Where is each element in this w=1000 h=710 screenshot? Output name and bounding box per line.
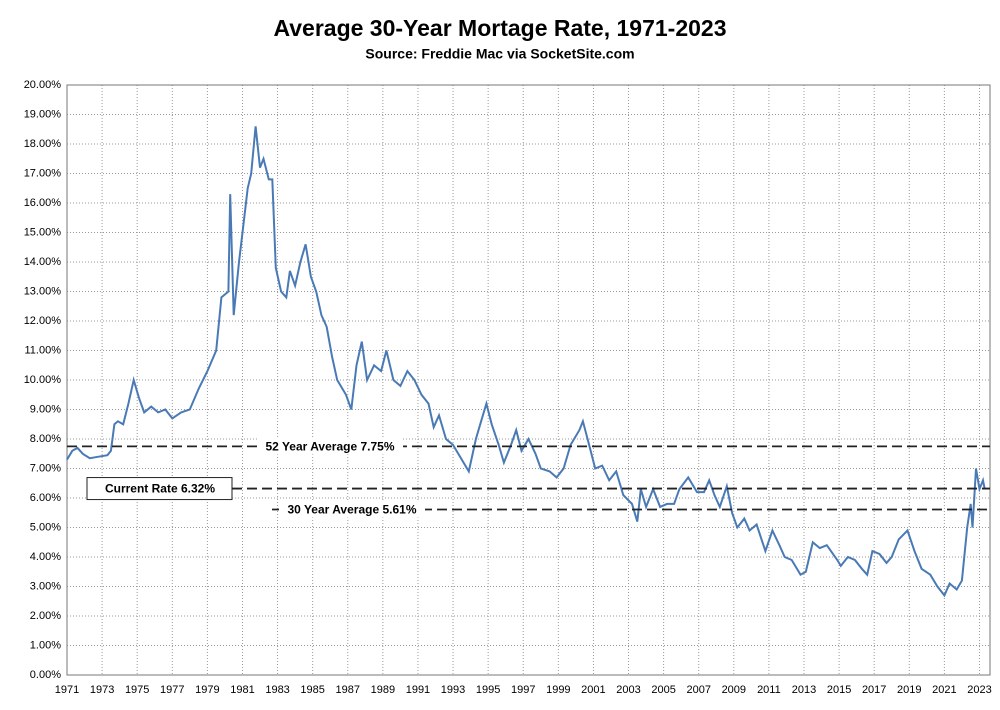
y-tick-label: 6.00% (30, 492, 61, 504)
x-tick-label: 1995 (476, 684, 500, 696)
reference-label: 52 Year Average 7.75% (266, 440, 395, 454)
x-tick-label: 2005 (651, 684, 675, 696)
y-tick-label: 8.00% (30, 433, 61, 445)
y-tick-label: 5.00% (30, 521, 61, 533)
x-tick-label: 1991 (406, 684, 430, 696)
label-box (86, 477, 233, 501)
y-tick-label: 13.00% (24, 285, 62, 297)
y-tick-label: 1.00% (30, 639, 61, 651)
x-tick-label: 2003 (616, 684, 640, 696)
label-bg (257, 438, 403, 455)
x-tick-label: 2001 (581, 684, 605, 696)
y-tick-label: 12.00% (24, 315, 62, 327)
x-tick-label: 1989 (371, 684, 395, 696)
y-tick-label: 17.00% (24, 167, 62, 179)
x-tick-label: 1977 (160, 684, 184, 696)
y-tick-label: 15.00% (24, 226, 62, 238)
rate-line (66, 126, 986, 598)
label-bg (279, 501, 425, 518)
y-tick-label: 3.00% (30, 580, 61, 592)
y-tick-label: 16.00% (24, 197, 62, 209)
y-tick-label: 18.00% (24, 138, 62, 150)
x-tick-label: 2009 (722, 684, 746, 696)
y-tick-label: 0.00% (30, 669, 61, 681)
x-tick-label: 1999 (546, 684, 570, 696)
x-tick-label: 1987 (336, 684, 360, 696)
reference-label: Current Rate 6.32% (105, 482, 215, 496)
x-tick-label: 2013 (792, 684, 816, 696)
plot-frame (66, 84, 991, 676)
y-tick-label: 11.00% (25, 344, 62, 356)
x-tick-label: 2019 (897, 684, 921, 696)
chart-subtitle: Source: Freddie Mac via SocketSite.com (365, 46, 634, 62)
x-tick-label: 1973 (90, 684, 114, 696)
x-tick-label: 2011 (757, 684, 781, 696)
y-tick-label: 4.00% (30, 551, 61, 563)
reference-label: 30 Year Average 5.61% (288, 503, 417, 517)
x-tick-label: 2015 (827, 684, 851, 696)
chart-title: Average 30-Year Mortage Rate, 1971-2023 (273, 15, 726, 41)
x-tick-label: 2017 (862, 684, 886, 696)
x-tick-label: 2007 (686, 684, 710, 696)
x-tick-label: 2021 (932, 684, 956, 696)
y-tick-label: 10.00% (24, 374, 62, 386)
x-tick-label: 1971 (55, 684, 79, 696)
y-tick-label: 7.00% (30, 462, 61, 474)
x-tick-label: 1979 (195, 684, 219, 696)
x-tick-label: 2023 (967, 684, 991, 696)
y-tick-label: 20.00% (24, 79, 62, 91)
x-tick-label: 1983 (265, 684, 289, 696)
x-tick-label: 1981 (230, 684, 254, 696)
x-tick-label: 1997 (511, 684, 535, 696)
y-tick-label: 9.00% (30, 403, 61, 415)
x-tick-label: 1993 (441, 684, 465, 696)
y-tick-label: 19.00% (24, 108, 62, 120)
y-tick-label: 14.00% (24, 256, 62, 268)
x-tick-label: 1975 (125, 684, 149, 696)
y-tick-label: 2.00% (30, 610, 61, 622)
x-tick-label: 1985 (300, 684, 324, 696)
